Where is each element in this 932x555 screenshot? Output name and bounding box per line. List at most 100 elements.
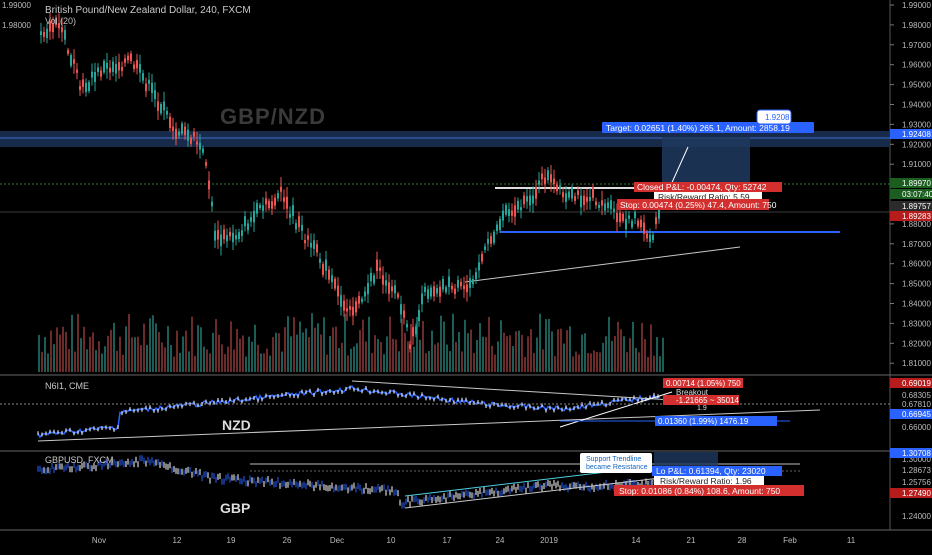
- volume-bar: [575, 351, 577, 372]
- candle-body: [373, 275, 375, 284]
- candle-body: [133, 64, 135, 70]
- volume-bar: [110, 329, 112, 372]
- gbp-price-marker[interactable]: [890, 448, 932, 458]
- candle-body: [379, 267, 381, 271]
- gbp-price-marker[interactable]: [890, 488, 932, 498]
- price-tick-label: 1.91000: [902, 160, 931, 169]
- price-marker[interactable]: [890, 129, 932, 139]
- nzd-breakout-label: Breakout: [676, 388, 709, 397]
- candle-body: [619, 212, 621, 223]
- volume-bar: [233, 349, 235, 372]
- volume-bar: [347, 355, 349, 372]
- candle-body: [445, 287, 447, 293]
- candle-body: [592, 187, 594, 198]
- candle-body: [265, 198, 267, 205]
- price-tick-label: 1.98000: [902, 21, 931, 30]
- candle-body: [73, 59, 75, 64]
- candle-body: [49, 21, 51, 32]
- volume-bar: [629, 338, 631, 372]
- volume-bar: [407, 341, 409, 372]
- nzd-measure-box: [663, 395, 739, 405]
- volume-bar: [497, 341, 499, 372]
- candle-body: [583, 195, 585, 206]
- candle-body: [130, 53, 132, 62]
- candle-body: [217, 229, 219, 240]
- nzd-price-marker-label: 0.69019: [902, 379, 931, 388]
- volume-bar: [611, 340, 613, 372]
- volume-bar: [251, 341, 253, 372]
- volume-bar: [119, 336, 121, 372]
- candle-body: [121, 66, 123, 71]
- price-marker-label: 1.89283: [902, 212, 931, 221]
- gbp-callout-line-2: became Resistance: [586, 464, 648, 471]
- candle-body: [355, 301, 357, 313]
- volume-bar: [284, 327, 286, 372]
- candle-body: [364, 291, 366, 297]
- candle-body: [238, 232, 240, 239]
- candle-body: [184, 126, 186, 136]
- candle-body: [556, 184, 558, 192]
- volume-bar: [641, 322, 643, 372]
- candle-body: [226, 235, 228, 242]
- volume-bar: [569, 326, 571, 372]
- volume-bar: [383, 354, 385, 372]
- price-tick-label: 1.86000: [902, 260, 931, 269]
- volume-bar: [311, 313, 313, 372]
- time-tick-label: 12: [173, 536, 182, 545]
- price-marker[interactable]: [890, 211, 932, 221]
- time-tick-label: 19: [227, 536, 236, 545]
- volume-bar: [305, 328, 307, 372]
- candle-body: [421, 293, 423, 305]
- volume-bar: [452, 313, 454, 372]
- candle-body: [511, 210, 513, 216]
- nzd-price-marker[interactable]: [890, 378, 932, 388]
- price-marker[interactable]: [890, 201, 932, 211]
- price-marker-label: 03:07:40: [902, 190, 932, 199]
- gbp-stop-label: Stop: 0.01086 (0.84%) 108.6, Amount: 750: [619, 486, 780, 496]
- volume-bar: [653, 355, 655, 372]
- candle-body: [268, 200, 270, 209]
- price-marker[interactable]: [890, 189, 932, 199]
- volume-indicator-label[interactable]: Vol (20): [45, 16, 77, 26]
- left-price-tick: 1.98000: [2, 21, 31, 30]
- nzd-trendline: [351, 380, 673, 401]
- candle-body: [367, 283, 369, 295]
- nzd-tick-label: 0.66000: [902, 423, 931, 432]
- nzd-price-marker[interactable]: [890, 409, 932, 419]
- volume-bar: [278, 333, 280, 372]
- entry-price-bubble[interactable]: [756, 109, 792, 125]
- candle-body: [181, 123, 183, 134]
- candle-body: [349, 306, 351, 310]
- volume-bar: [464, 319, 466, 372]
- candle-body: [460, 281, 462, 287]
- candle-body: [622, 213, 624, 221]
- candle-body: [64, 30, 66, 40]
- candle-body: [625, 219, 627, 230]
- volume-bar: [77, 313, 79, 372]
- volume-bar: [635, 347, 637, 372]
- candle-body: [283, 197, 285, 202]
- price-marker[interactable]: [890, 178, 932, 188]
- candle-body: [319, 258, 321, 263]
- volume-bar: [89, 336, 91, 372]
- volume-bar: [158, 332, 160, 372]
- volume-bar: [206, 349, 208, 372]
- nzd-tick-label: 0.67810: [902, 400, 931, 409]
- price-marker-label: 1.92408: [902, 130, 931, 139]
- volume-bar: [572, 356, 574, 372]
- candle-body: [127, 55, 129, 61]
- entry-price-label: 1.9208: [765, 113, 790, 122]
- price-tick-label: 1.94000: [902, 101, 931, 110]
- volume-bar: [596, 351, 598, 372]
- gbp-risk-box: [654, 476, 764, 485]
- candle-body: [256, 203, 258, 214]
- price-tick-label: 1.95000: [902, 81, 931, 90]
- candle-body: [103, 61, 105, 73]
- volume-bar: [482, 336, 484, 372]
- volume-bar: [428, 350, 430, 372]
- volume-bar: [419, 339, 421, 372]
- candle-body: [97, 67, 99, 73]
- candle-body: [436, 288, 438, 294]
